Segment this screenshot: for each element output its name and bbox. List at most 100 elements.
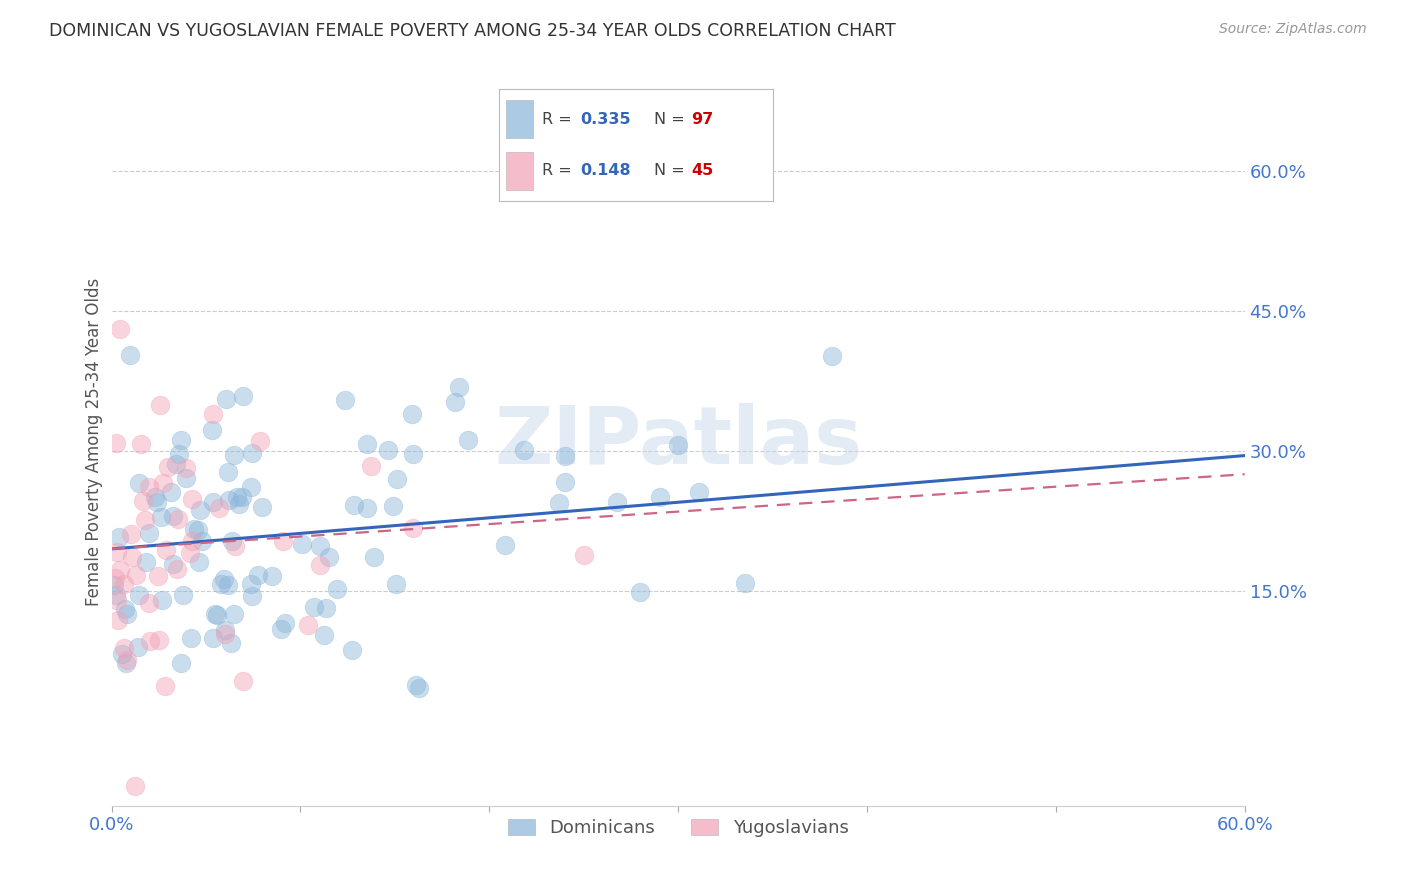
Dominicans <box>214 392 236 407</box>
Yugoslavians <box>107 545 129 559</box>
Dominicans <box>150 510 173 524</box>
Dominicans <box>128 476 150 491</box>
Yugoslavians <box>402 521 425 535</box>
Dominicans <box>240 446 263 460</box>
Dominicans <box>325 582 347 596</box>
Yugoslavians <box>104 436 127 450</box>
Dominicans <box>318 550 340 565</box>
Dominicans <box>162 509 184 524</box>
Dominicans <box>127 640 149 655</box>
Dominicans <box>188 503 211 517</box>
Yugoslavians <box>360 458 382 473</box>
Yugoslavians <box>232 673 254 688</box>
Dominicans <box>135 556 157 570</box>
Dominicans <box>401 447 423 461</box>
Dominicans <box>188 556 211 570</box>
Dominicans <box>309 539 332 553</box>
Dominicans <box>150 593 173 607</box>
Dominicans <box>356 437 378 451</box>
Dominicans <box>159 484 181 499</box>
Dominicans <box>363 549 385 564</box>
Dominicans <box>554 449 576 463</box>
Yugoslavians <box>157 460 180 475</box>
Y-axis label: Female Poverty Among 25-34 Year Olds: Female Poverty Among 25-34 Year Olds <box>86 277 103 606</box>
Dominicans <box>387 472 409 486</box>
Dominicans <box>170 433 193 447</box>
Dominicans <box>401 407 423 421</box>
Dominicans <box>821 349 844 363</box>
Dominicans <box>548 496 571 510</box>
Dominicans <box>262 569 284 583</box>
Dominicans <box>240 480 263 494</box>
Text: 0.148: 0.148 <box>581 163 631 178</box>
Dominicans <box>191 534 214 549</box>
Dominicans <box>105 588 128 602</box>
Dominicans <box>628 584 651 599</box>
FancyBboxPatch shape <box>506 100 533 138</box>
Text: Source: ZipAtlas.com: Source: ZipAtlas.com <box>1219 22 1367 37</box>
Dominicans <box>174 471 197 485</box>
Dominicans <box>138 525 160 540</box>
Yugoslavians <box>271 534 294 549</box>
Text: 0.335: 0.335 <box>581 112 631 127</box>
Dominicans <box>231 490 253 504</box>
Yugoslavians <box>117 653 139 667</box>
Dominicans <box>228 497 250 511</box>
Yugoslavians <box>121 549 143 564</box>
FancyBboxPatch shape <box>506 152 533 189</box>
Dominicans <box>118 348 141 362</box>
Dominicans <box>513 443 536 458</box>
Yugoslavians <box>572 548 595 562</box>
Dominicans <box>232 389 254 403</box>
Yugoslavians <box>124 779 146 793</box>
Dominicans <box>143 491 166 505</box>
Text: DOMINICAN VS YUGOSLAVIAN FEMALE POVERTY AMONG 25-34 YEAR OLDS CORRELATION CHART: DOMINICAN VS YUGOSLAVIAN FEMALE POVERTY … <box>49 22 896 40</box>
Text: R =: R = <box>541 112 576 127</box>
Dominicans <box>274 615 297 630</box>
Dominicans <box>209 577 232 591</box>
Dominicans <box>291 537 314 551</box>
Yugoslavians <box>112 576 135 591</box>
Yugoslavians <box>155 679 177 693</box>
Dominicans <box>405 678 427 692</box>
Dominicans <box>226 490 249 504</box>
Yugoslavians <box>167 512 190 526</box>
Dominicans <box>165 457 187 471</box>
Dominicans <box>111 647 134 661</box>
Dominicans <box>246 567 269 582</box>
Dominicans <box>214 624 236 638</box>
Dominicans <box>201 631 224 645</box>
Text: 45: 45 <box>692 163 713 178</box>
Yugoslavians <box>152 476 174 491</box>
Text: 97: 97 <box>692 112 713 127</box>
Yugoslavians <box>138 596 160 610</box>
Dominicans <box>201 423 224 437</box>
Dominicans <box>343 498 366 512</box>
Dominicans <box>382 500 405 514</box>
Dominicans <box>167 447 190 461</box>
Dominicans <box>666 438 689 452</box>
Yugoslavians <box>148 632 170 647</box>
Yugoslavians <box>207 500 229 515</box>
Yugoslavians <box>138 634 160 648</box>
Text: N =: N = <box>654 112 690 127</box>
Dominicans <box>444 394 467 409</box>
Yugoslavians <box>155 542 177 557</box>
Yugoslavians <box>131 437 153 451</box>
Yugoslavians <box>201 407 224 421</box>
Dominicans <box>333 392 356 407</box>
Dominicans <box>734 576 756 591</box>
Dominicans <box>170 656 193 670</box>
Yugoslavians <box>249 434 271 448</box>
Yugoslavians <box>132 494 155 508</box>
Dominicans <box>312 628 335 642</box>
Yugoslavians <box>179 546 201 560</box>
Yugoslavians <box>134 513 156 527</box>
Dominicans <box>217 466 239 480</box>
Yugoslavians <box>149 398 172 412</box>
Dominicans <box>408 681 430 696</box>
Yugoslavians <box>148 569 170 583</box>
Dominicans <box>114 656 136 670</box>
Dominicans <box>128 589 150 603</box>
Yugoslavians <box>107 613 129 627</box>
